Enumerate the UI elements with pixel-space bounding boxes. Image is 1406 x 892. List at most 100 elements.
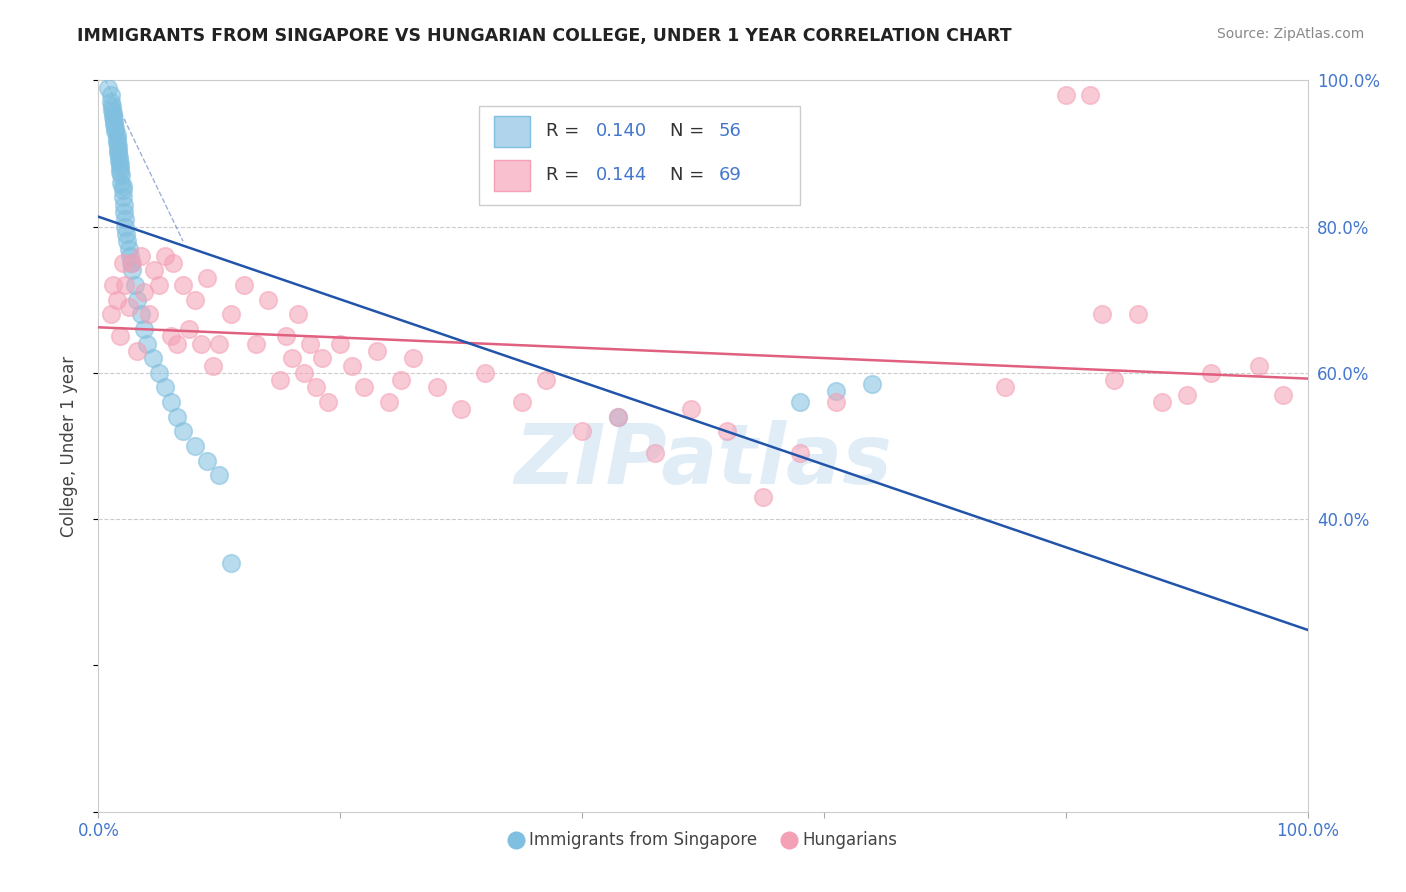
FancyBboxPatch shape: [479, 106, 800, 204]
Point: [1091, 307, 1114, 321]
Point: [108, 161, 131, 175]
Point: [825, 395, 848, 409]
Point: [789, 446, 811, 460]
Point: [101, 110, 124, 124]
Point: [111, 256, 134, 270]
Point: [127, 293, 149, 307]
Point: [305, 380, 328, 394]
Point: [100, 99, 122, 113]
Point: [172, 278, 194, 293]
Point: [377, 395, 399, 409]
Point: [153, 380, 176, 394]
Point: [108, 157, 131, 171]
Point: [366, 343, 388, 358]
Point: [245, 336, 267, 351]
Point: [208, 336, 231, 351]
Point: [142, 351, 165, 366]
Text: 0.140: 0.140: [595, 122, 647, 140]
Point: [100, 307, 122, 321]
Point: [184, 439, 207, 453]
Point: [121, 263, 143, 277]
Point: [100, 95, 122, 110]
Point: [111, 179, 134, 194]
Point: [115, 227, 138, 241]
Point: [311, 351, 333, 366]
Point: [118, 300, 141, 314]
Point: [97, 80, 120, 95]
Point: [101, 106, 124, 120]
Point: [1102, 373, 1125, 387]
Point: [114, 219, 136, 234]
Point: [107, 139, 129, 153]
Point: [256, 293, 278, 307]
Point: [105, 293, 128, 307]
Point: [510, 395, 533, 409]
Point: [121, 256, 143, 270]
Text: Source: ZipAtlas.com: Source: ZipAtlas.com: [1216, 27, 1364, 41]
Text: 0.144: 0.144: [595, 167, 647, 185]
Point: [110, 176, 132, 190]
Text: R =: R =: [546, 122, 585, 140]
Point: [166, 336, 188, 351]
Point: [108, 329, 131, 343]
Point: [679, 402, 702, 417]
Point: [860, 376, 883, 391]
Point: [1078, 87, 1101, 102]
Point: [1199, 366, 1222, 380]
Point: [190, 336, 212, 351]
Point: [184, 293, 207, 307]
Point: [108, 164, 131, 178]
Point: [269, 373, 291, 387]
Point: [994, 380, 1017, 394]
Point: [342, 359, 364, 373]
Point: [134, 322, 156, 336]
Point: [124, 278, 146, 293]
Text: IMMIGRANTS FROM SINGAPORE VS HUNGARIAN COLLEGE, UNDER 1 YEAR CORRELATION CHART: IMMIGRANTS FROM SINGAPORE VS HUNGARIAN C…: [77, 27, 1012, 45]
FancyBboxPatch shape: [494, 160, 530, 191]
Point: [108, 150, 131, 164]
Point: [195, 270, 218, 285]
Point: [111, 190, 134, 204]
Point: [353, 380, 375, 394]
Point: [221, 307, 243, 321]
Point: [389, 373, 412, 387]
Point: [287, 307, 309, 321]
Point: [162, 256, 184, 270]
Point: [127, 343, 149, 358]
Point: [108, 153, 131, 168]
Point: [1272, 388, 1295, 402]
Point: [1054, 87, 1077, 102]
Point: [112, 205, 135, 219]
Point: [103, 113, 125, 128]
Point: [1175, 388, 1198, 402]
Point: [103, 117, 125, 131]
Point: [105, 132, 128, 146]
Point: [107, 143, 129, 157]
Point: [120, 256, 142, 270]
Point: [100, 87, 122, 102]
Point: [117, 234, 139, 248]
Point: [316, 395, 339, 409]
Point: [129, 307, 152, 321]
Point: [450, 402, 472, 417]
Point: [571, 425, 593, 439]
Point: [172, 425, 194, 439]
Text: 56: 56: [718, 122, 741, 140]
Point: [1152, 395, 1174, 409]
Point: [221, 556, 243, 570]
Point: [232, 278, 254, 293]
Point: [208, 468, 231, 483]
Point: [105, 136, 128, 150]
Point: [105, 128, 128, 142]
Point: [1249, 359, 1271, 373]
Point: [716, 425, 738, 439]
Point: [129, 249, 152, 263]
FancyBboxPatch shape: [494, 116, 530, 147]
Point: [607, 409, 630, 424]
Point: [789, 395, 811, 409]
Point: [274, 329, 297, 343]
Point: [825, 384, 848, 399]
Point: [299, 336, 322, 351]
Point: [114, 278, 136, 293]
Point: [107, 146, 129, 161]
